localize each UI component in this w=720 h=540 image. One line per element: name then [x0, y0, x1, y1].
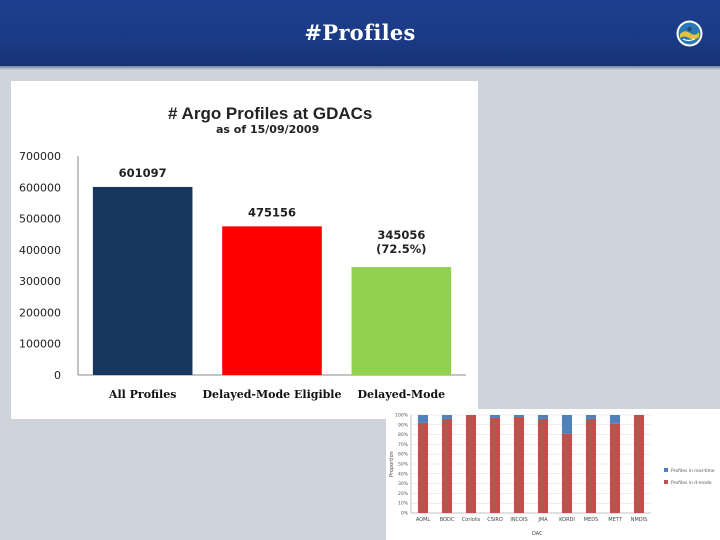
- small-category-label: MEDS: [584, 517, 599, 523]
- dac-proportion-chart: 0% 10% 20% 30% 40% 50% 60% 70% 80% 90% 100% AOML BO…: [386, 409, 720, 540]
- small-bar-segment: [441, 418, 453, 513]
- slide-header: #Profiles: [0, 0, 720, 70]
- small-bar-segment: [609, 415, 621, 424]
- bar-3: [351, 267, 452, 375]
- value-label: 475156: [248, 205, 296, 219]
- bar-1: [92, 186, 193, 375]
- value-label: 601097: [119, 166, 167, 180]
- small-bar-segment: [441, 415, 453, 419]
- small-category-label: NMDIS: [631, 517, 648, 523]
- small-y-tick-label: 90%: [398, 422, 409, 428]
- y-tick-label: 400000: [19, 244, 61, 257]
- argo-logo-icon: [676, 20, 703, 47]
- small-y-tick-label: 30%: [398, 481, 409, 487]
- dac-proportion-chart-svg: 0% 10% 20% 30% 40% 50% 60% 70% 80% 90% 100% AOML BO…: [389, 413, 715, 538]
- small-bar-segment: [561, 433, 573, 513]
- small-y-tick-label: 60%: [398, 452, 409, 458]
- small-category-label: BODC: [440, 517, 455, 523]
- small-bar-segment: [585, 415, 597, 419]
- small-bar-segment: [561, 415, 573, 434]
- y-tick-label: 0: [54, 369, 61, 382]
- category-labels: All Profiles Delayed-Mode Eligible Delayed…: [108, 388, 445, 401]
- value-label: 345056: [377, 228, 425, 242]
- legend-label: Profiles in d-mode: [671, 480, 712, 486]
- small-y-tick-label: 10%: [398, 501, 409, 507]
- chart-subtitle: as of 15/09/2009: [216, 123, 319, 136]
- small-bar-segment: [633, 415, 645, 513]
- small-chart-bars: [417, 415, 645, 513]
- legend-swatch: [664, 468, 668, 472]
- small-category-label: AOML: [416, 517, 431, 523]
- small-y-tick-label: 80%: [398, 432, 409, 438]
- small-bar-segment: [513, 415, 525, 417]
- y-tick-label: 300000: [19, 275, 61, 288]
- small-y-axis-ticks: 0% 10% 20% 30% 40% 50% 60% 70% 80% 90% 100%: [395, 413, 409, 517]
- small-bar-segment: [417, 422, 429, 513]
- y-axis-ticks: 0 100000 200000 300000 400000 500000 600000 700…: [19, 150, 61, 382]
- small-bar-segment: [537, 418, 549, 513]
- small-y-tick-label: 20%: [398, 491, 409, 497]
- legend-swatch: [664, 480, 668, 484]
- legend-label: Profiles in real-time: [671, 468, 715, 474]
- y-tick-label: 700000: [19, 150, 61, 163]
- small-category-label: INCOIS: [510, 517, 527, 523]
- value-extra-label: (72.5%): [376, 242, 426, 256]
- small-category-label: JMA: [537, 517, 548, 523]
- value-labels: 601097 475156 345056(72.5%): [119, 166, 427, 256]
- small-chart-ylabel: Proportion: [389, 451, 395, 477]
- y-tick-label: 500000: [19, 213, 61, 226]
- small-category-labels: AOML BODC Coriolis CSIRO INCOIS JMA KORDI MEDS M…: [416, 517, 647, 523]
- small-bar-segment: [609, 423, 621, 513]
- small-bar-segment: [465, 415, 477, 513]
- profiles-bar-chart: # Argo Profiles at GDACs as of 15/09/200…: [11, 81, 478, 419]
- y-tick-label: 200000: [19, 306, 61, 319]
- small-category-label: Coriolis: [462, 517, 481, 523]
- small-category-label: KORDI: [559, 517, 575, 523]
- small-bar-segment: [537, 415, 549, 419]
- profiles-bar-chart-svg: # Argo Profiles at GDACs as of 15/09/200…: [19, 104, 466, 401]
- small-category-label: METT: [608, 517, 622, 523]
- y-tick-label: 600000: [19, 181, 61, 194]
- category-label: Delayed-Mode Eligible: [202, 388, 341, 401]
- small-chart-xlabel: DAC: [532, 531, 543, 537]
- small-bar-segment: [489, 415, 501, 418]
- small-y-tick-label: 0%: [401, 511, 409, 517]
- bar-2: [222, 226, 322, 375]
- small-chart-legend: Profiles in real-time Profiles in d-mode: [664, 468, 715, 486]
- small-category-label: CSIRO: [487, 517, 503, 523]
- category-label: Delayed-Mode: [357, 388, 445, 401]
- small-y-tick-label: 50%: [398, 462, 409, 468]
- small-bar-segment: [513, 416, 525, 513]
- category-label: All Profiles: [108, 388, 177, 401]
- small-y-tick-label: 70%: [398, 442, 409, 448]
- small-y-tick-label: 100%: [395, 413, 409, 419]
- slide-title: #Profiles: [304, 20, 416, 45]
- small-bar-segment: [585, 418, 597, 513]
- chart-title: # Argo Profiles at GDACs: [168, 104, 372, 123]
- small-bar-segment: [417, 415, 429, 423]
- small-bar-segment: [489, 417, 501, 513]
- chart-bars: [92, 186, 452, 375]
- y-tick-label: 100000: [19, 338, 61, 351]
- small-y-tick-label: 40%: [398, 471, 409, 477]
